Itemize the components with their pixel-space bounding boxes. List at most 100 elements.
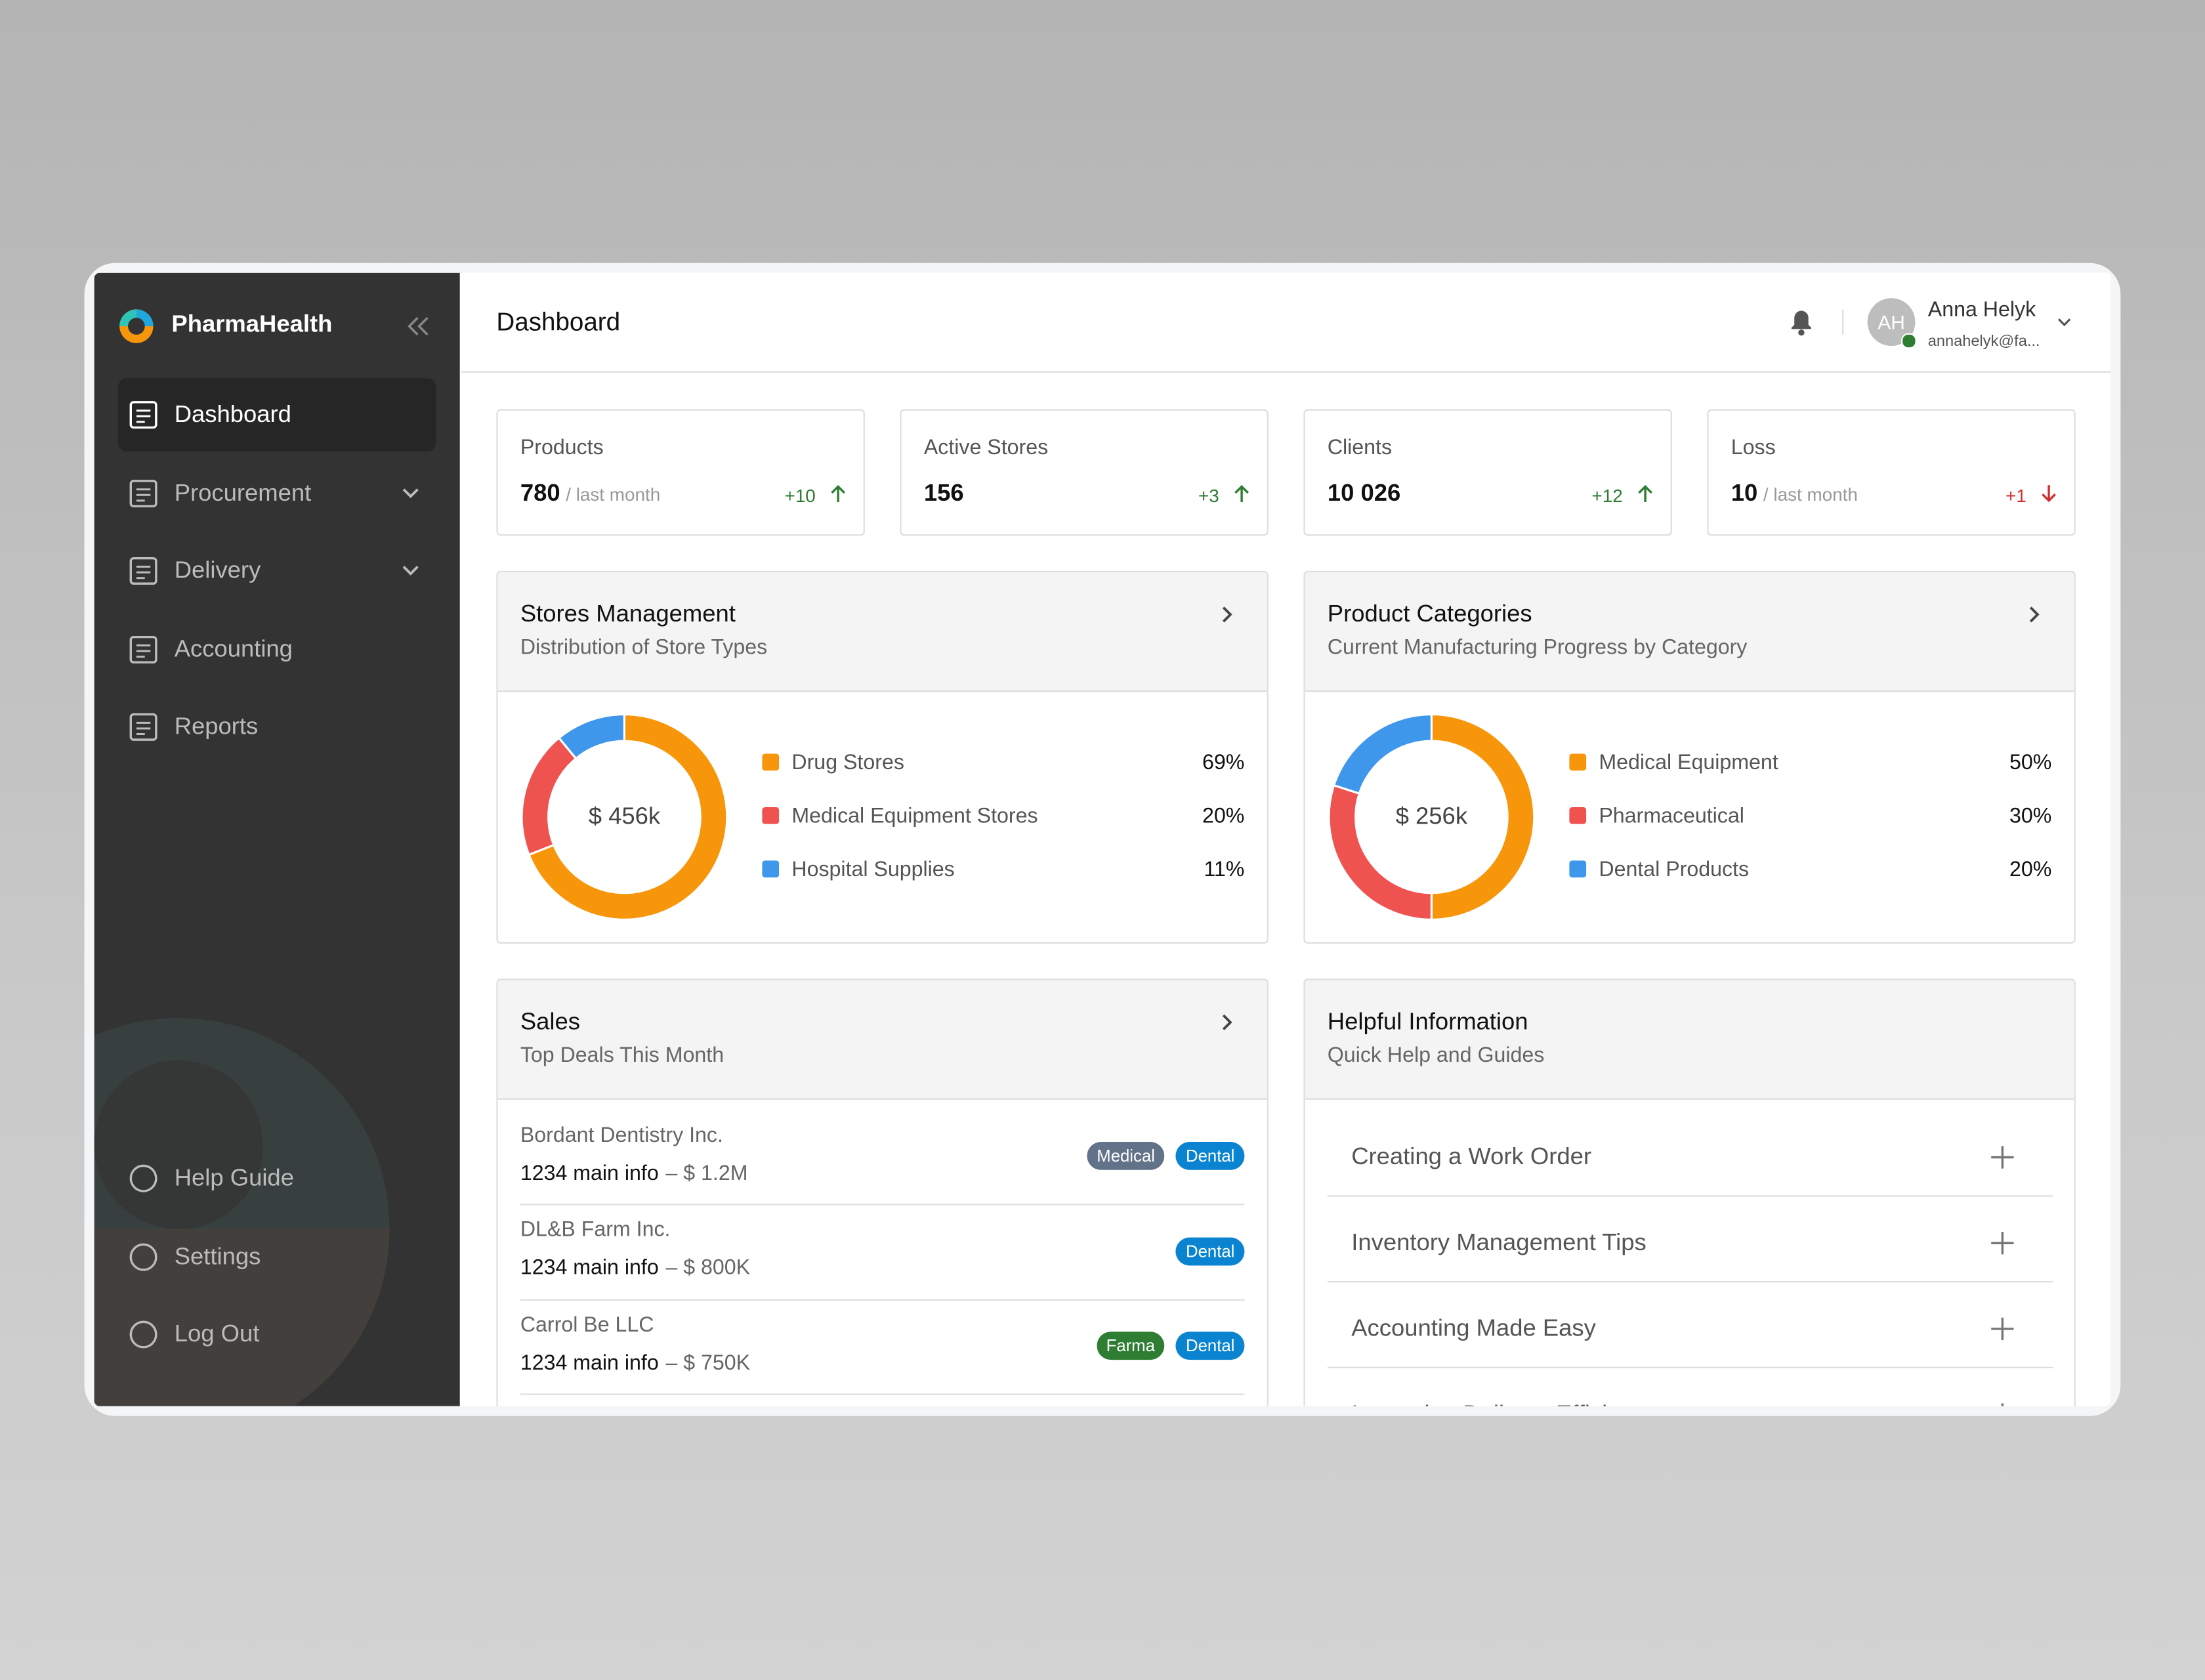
tags: Medical Dental xyxy=(1087,1141,1245,1170)
app: PharmaHealth Dashboard Procurement Deliver… xyxy=(94,272,2111,1406)
nav-item[interactable]: Delivery xyxy=(174,556,261,584)
legend-value: 20% xyxy=(2009,857,2052,881)
chevron[interactable] xyxy=(1218,604,1238,624)
sidebar-decoration xyxy=(94,1018,390,1406)
user-menu[interactable] xyxy=(2056,315,2073,329)
panel-title: Sales xyxy=(520,1008,580,1036)
stat-value: 780 xyxy=(520,479,560,507)
trend-arrow xyxy=(1638,484,1652,502)
panel-title: Stores Management xyxy=(520,600,736,627)
help-item[interactable]: Accounting Made Easy xyxy=(1351,1314,1596,1342)
deal-info: 1234 main info xyxy=(520,1160,659,1185)
donut-segment xyxy=(1332,713,1433,795)
deal-info: 1234 main info xyxy=(520,1255,659,1280)
stat-card: Loss 10/ last month +1 xyxy=(1707,409,2076,536)
tag: Dental xyxy=(1176,1332,1245,1360)
chevron[interactable] xyxy=(401,483,421,503)
stat-card: Active Stores 156 +3 xyxy=(900,409,1269,536)
legend-value: 11% xyxy=(1204,857,1245,881)
expand-icon[interactable] xyxy=(1990,1316,2015,1342)
deal-amount: – $ 1.2M xyxy=(665,1160,748,1185)
active-highlight xyxy=(117,378,436,452)
panel-subtitle: Current Manufacturing Progress by Catego… xyxy=(1327,635,1748,659)
donut-segment xyxy=(520,736,578,856)
tags: Farma Dental xyxy=(1096,1332,1245,1360)
user-email: annahelyk@fa... xyxy=(1927,333,2040,350)
panel: Sales Top Deals This Month Bordant Dentist… xyxy=(496,978,1269,1406)
stat-value-row: 10/ last month xyxy=(1731,480,1858,508)
deal-name: Carrol Be LLC xyxy=(520,1312,654,1337)
panel-header xyxy=(1305,980,2074,1100)
nav-item[interactable]: Help Guide xyxy=(174,1164,294,1191)
help-item[interactable]: Inventory Management Tips xyxy=(1351,1228,1647,1256)
deal-name: DL&B Farm Inc. xyxy=(520,1217,671,1242)
panel: Helpful Information Quick Help and Guides… xyxy=(1303,978,2076,1406)
panel-subtitle: Top Deals This Month xyxy=(520,1042,724,1067)
row-divider xyxy=(520,1298,1245,1301)
nav-icon xyxy=(129,1164,158,1192)
stat-delta: +10 xyxy=(784,484,816,506)
expand-icon[interactable] xyxy=(1990,1230,2015,1256)
deal-amount: – $ 800K xyxy=(665,1255,751,1280)
nav-item[interactable]: Dashboard xyxy=(174,400,291,428)
legend-label: Pharmaceutical xyxy=(1599,803,1744,828)
nav-item[interactable]: Procurement xyxy=(174,478,312,506)
stat-value-row: 780 / last month xyxy=(520,480,660,508)
nav-icon xyxy=(129,1320,158,1349)
expand-icon[interactable] xyxy=(1990,1402,2015,1406)
chevron[interactable] xyxy=(2025,604,2045,624)
legend-swatch xyxy=(762,807,780,824)
stat-card: Clients 10 026 +12 xyxy=(1303,409,1672,536)
deal-info-row: 1234 main info – $ 800K xyxy=(520,1253,750,1282)
nav-item[interactable]: Settings xyxy=(174,1242,261,1269)
stat-label: Products xyxy=(520,435,604,459)
legend-value: 69% xyxy=(1202,750,1245,774)
item-divider xyxy=(1327,1281,2053,1283)
legend-label: Drug Stores xyxy=(791,750,904,774)
donut-chart xyxy=(1328,713,1536,921)
user-name: Anna Helyk xyxy=(1927,297,2036,322)
collapse-button[interactable] xyxy=(406,315,432,337)
logo xyxy=(119,309,154,343)
trend-arrow xyxy=(1234,484,1249,502)
tag: Farma xyxy=(1096,1332,1165,1360)
legend-label: Medical Equipment Stores xyxy=(791,803,1038,828)
stat-value: 10 xyxy=(1731,479,1758,507)
page-title: Dashboard xyxy=(496,307,621,336)
notifications[interactable] xyxy=(1787,306,1815,337)
stat-delta: +3 xyxy=(1198,484,1219,506)
tags: Dental xyxy=(1176,1236,1245,1265)
stat-suffix: / last month xyxy=(566,484,661,505)
nav-icon xyxy=(129,1242,158,1270)
nav-icon xyxy=(129,401,158,429)
donut-segment xyxy=(527,713,728,921)
legend-value: 50% xyxy=(2009,750,2052,774)
help-item[interactable]: Creating a Work Order xyxy=(1351,1143,1592,1170)
stat-value-row: 10 026 xyxy=(1328,480,1400,508)
item-divider xyxy=(1327,1195,2053,1197)
panel-subtitle: Quick Help and Guides xyxy=(1327,1042,1545,1067)
panel: Product Categories Current Manufacturing … xyxy=(1303,570,2076,944)
stat-label: Clients xyxy=(1327,435,1393,459)
stat-label: Loss xyxy=(1731,435,1776,459)
expand-icon[interactable] xyxy=(1990,1144,2015,1170)
help-item[interactable]: Improving Delivery Efficiency xyxy=(1351,1400,1658,1406)
header-divider xyxy=(461,371,2111,373)
chevron[interactable] xyxy=(401,561,421,581)
panel-subtitle: Distribution of Store Types xyxy=(520,635,768,659)
nav-item[interactable]: Log Out xyxy=(174,1320,260,1347)
stat-value: 10 026 xyxy=(1327,479,1401,507)
divider xyxy=(1842,309,1844,335)
donut-segment xyxy=(1430,713,1536,921)
status-dot xyxy=(1901,333,1917,349)
stat-delta: +1 xyxy=(2006,484,2026,506)
legend-label: Dental Products xyxy=(1599,857,1750,881)
chevron[interactable] xyxy=(1218,1013,1238,1032)
tag: Dental xyxy=(1176,1141,1245,1170)
tag: Medical xyxy=(1087,1141,1165,1170)
stat-card: Products 780 / last month +10 xyxy=(496,409,865,536)
nav-icon xyxy=(129,479,158,507)
trend-arrow xyxy=(831,484,845,502)
nav-item[interactable]: Reports xyxy=(174,713,259,740)
nav-item[interactable]: Accounting xyxy=(174,635,293,662)
